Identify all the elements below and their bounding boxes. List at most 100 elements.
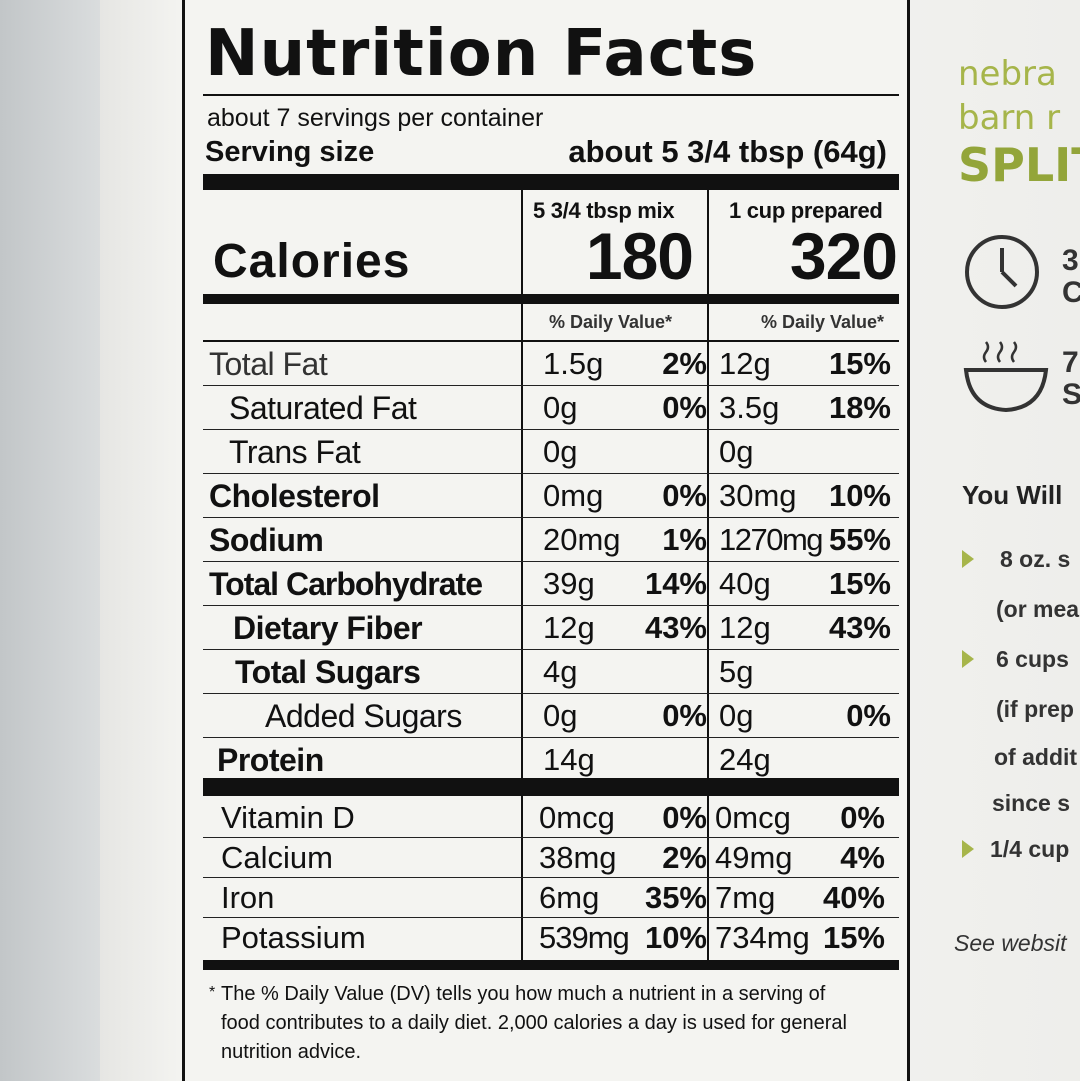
column-separator xyxy=(707,190,709,960)
nutrient-row: Cholesterol 0mg 0% 30mg 10% xyxy=(203,474,899,518)
amount-prepared: 40g xyxy=(719,566,771,601)
medium-divider xyxy=(203,960,899,970)
percent-mix: 0% xyxy=(662,698,707,733)
thick-divider xyxy=(203,174,899,190)
nutrient-name: Total Fat xyxy=(209,346,328,382)
amount-mix: 0g xyxy=(543,434,578,469)
nutrient-row: Dietary Fiber 12g 43% 12g 43% xyxy=(203,606,899,650)
amount-mix: 539mg xyxy=(539,920,630,955)
nutrient-name: Dietary Fiber xyxy=(233,610,423,646)
percent-mix: 0% xyxy=(662,478,707,513)
bullet-arrow-icon xyxy=(962,840,974,858)
nutrient-row: Trans Fat 0g 0g xyxy=(203,430,899,474)
footnote-text: The % Daily Value (DV) tells you how muc… xyxy=(221,983,847,1063)
vitamin-row: Calcium 38mg 2% 49mg 4% xyxy=(203,838,899,878)
ingredient-item: (if prep xyxy=(996,696,1074,722)
amount-prepared: 30mg xyxy=(719,478,797,513)
amount-mix: 14g xyxy=(543,742,595,777)
ingredient-item: since s xyxy=(992,790,1070,816)
amount-prepared: 734mg xyxy=(715,920,810,955)
amount-prepared: 7mg xyxy=(715,880,776,915)
bowl-text-2: S xyxy=(1062,378,1080,411)
serving-size-value: about 5 3/4 tbsp (64g) xyxy=(568,134,887,169)
column-separator xyxy=(521,190,523,960)
nutrient-row: Sodium 20mg 1% 1270mg 55% xyxy=(203,518,899,562)
amount-mix: 0mg xyxy=(543,478,604,513)
amount-mix: 12g xyxy=(543,610,595,645)
soup-bowl-icon xyxy=(963,341,1049,413)
nutrient-name: Total Carbohydrate xyxy=(209,566,483,602)
amount-prepared: 0g xyxy=(719,434,754,469)
see-website-note: See websit xyxy=(954,930,1067,956)
nutrient-row: Total Carbohydrate 39g 14% 40g 15% xyxy=(203,562,899,606)
calories-label: Calories xyxy=(213,235,411,288)
amount-prepared: 3.5g xyxy=(719,390,780,425)
divider xyxy=(203,340,899,342)
clock-text-1: 3 xyxy=(1062,244,1079,277)
percent-prepared: 10% xyxy=(828,478,891,513)
column-header-mix: 5 3/4 tbsp mix xyxy=(533,198,675,223)
amount-mix: 1.5g xyxy=(543,346,604,381)
calories-mix: 180 xyxy=(585,219,694,293)
column-header-prepared: 1 cup prepared xyxy=(729,198,883,223)
daily-value-header-mix: % Daily Value* xyxy=(549,312,673,332)
thick-divider xyxy=(203,778,899,796)
percent-mix: 1% xyxy=(662,522,707,557)
amount-prepared: 12g xyxy=(719,610,771,645)
brand-line-1: nebra xyxy=(958,54,1057,94)
percent-mix: 43% xyxy=(644,610,707,645)
nutrient-name: Trans Fat xyxy=(229,434,361,470)
percent-prepared: 0% xyxy=(846,698,891,733)
footnote: * The % Daily Value (DV) tells you how m… xyxy=(209,980,861,1067)
amount-mix: 39g xyxy=(543,566,595,601)
calories-prepared: 320 xyxy=(789,219,898,293)
ingredient-item: 6 cups xyxy=(996,646,1069,672)
amount-mix: 0g xyxy=(543,698,578,733)
percent-mix: 0% xyxy=(662,390,707,425)
clock-text-2: C xyxy=(1062,276,1080,309)
percent-mix: 0% xyxy=(662,800,707,835)
percent-prepared: 4% xyxy=(840,840,885,875)
percent-mix: 10% xyxy=(644,920,707,955)
amount-prepared: 0mcg xyxy=(715,800,791,835)
percent-prepared: 40% xyxy=(822,880,885,915)
divider xyxy=(203,94,899,96)
bowl-text-1: 7 xyxy=(1062,346,1079,379)
amount-prepared: 1270mg xyxy=(719,522,824,557)
serving-size-label: Serving size xyxy=(205,136,375,168)
bullet-arrow-icon xyxy=(962,650,974,668)
nutrient-name: Protein xyxy=(217,742,324,778)
daily-value-header-prepared: % Daily Value* xyxy=(761,312,885,332)
percent-prepared: 15% xyxy=(828,346,891,381)
nutrient-row: Total Fat 1.5g 2% 12g 15% xyxy=(203,342,899,386)
vitamin-row: Vitamin D 0mcg 0% 0mcg 0% xyxy=(203,798,899,838)
amount-mix: 0mcg xyxy=(539,800,615,835)
product-name: SPLIT xyxy=(958,138,1080,192)
amount-prepared: 5g xyxy=(719,654,754,689)
bullet-arrow-icon xyxy=(962,550,974,568)
amount-prepared: 12g xyxy=(719,346,771,381)
clock-icon xyxy=(965,235,1039,309)
ingredient-item: (or mea xyxy=(996,596,1080,622)
footnote-star: * xyxy=(209,984,216,1001)
percent-prepared: 0% xyxy=(840,800,885,835)
percent-mix: 14% xyxy=(644,566,707,601)
vitamin-row: Iron 6mg 35% 7mg 40% xyxy=(203,878,899,918)
nutrient-row: Added Sugars 0g 0% 0g 0% xyxy=(203,694,899,738)
percent-mix: 35% xyxy=(644,880,707,915)
percent-prepared: 15% xyxy=(822,920,885,955)
you-will-need-heading: You Will xyxy=(962,480,1063,510)
percent-prepared: 43% xyxy=(828,610,891,645)
nutrient-row: Protein 14g 24g xyxy=(203,738,899,782)
amount-mix: 4g xyxy=(543,654,578,689)
medium-divider xyxy=(203,294,899,304)
label-title: Nutrition Facts xyxy=(205,17,758,91)
percent-mix: 2% xyxy=(662,346,707,381)
vitamin-row: Potassium 539mg 10% 734mg 15% xyxy=(203,918,899,958)
percent-prepared: 55% xyxy=(828,522,891,557)
brand-line-2: barn r xyxy=(958,98,1061,138)
nutrient-name: Added Sugars xyxy=(265,698,462,734)
nutrient-row: Total Sugars 4g 5g xyxy=(203,650,899,694)
amount-prepared: 24g xyxy=(719,742,771,777)
nutrient-name: Cholesterol xyxy=(209,478,380,514)
